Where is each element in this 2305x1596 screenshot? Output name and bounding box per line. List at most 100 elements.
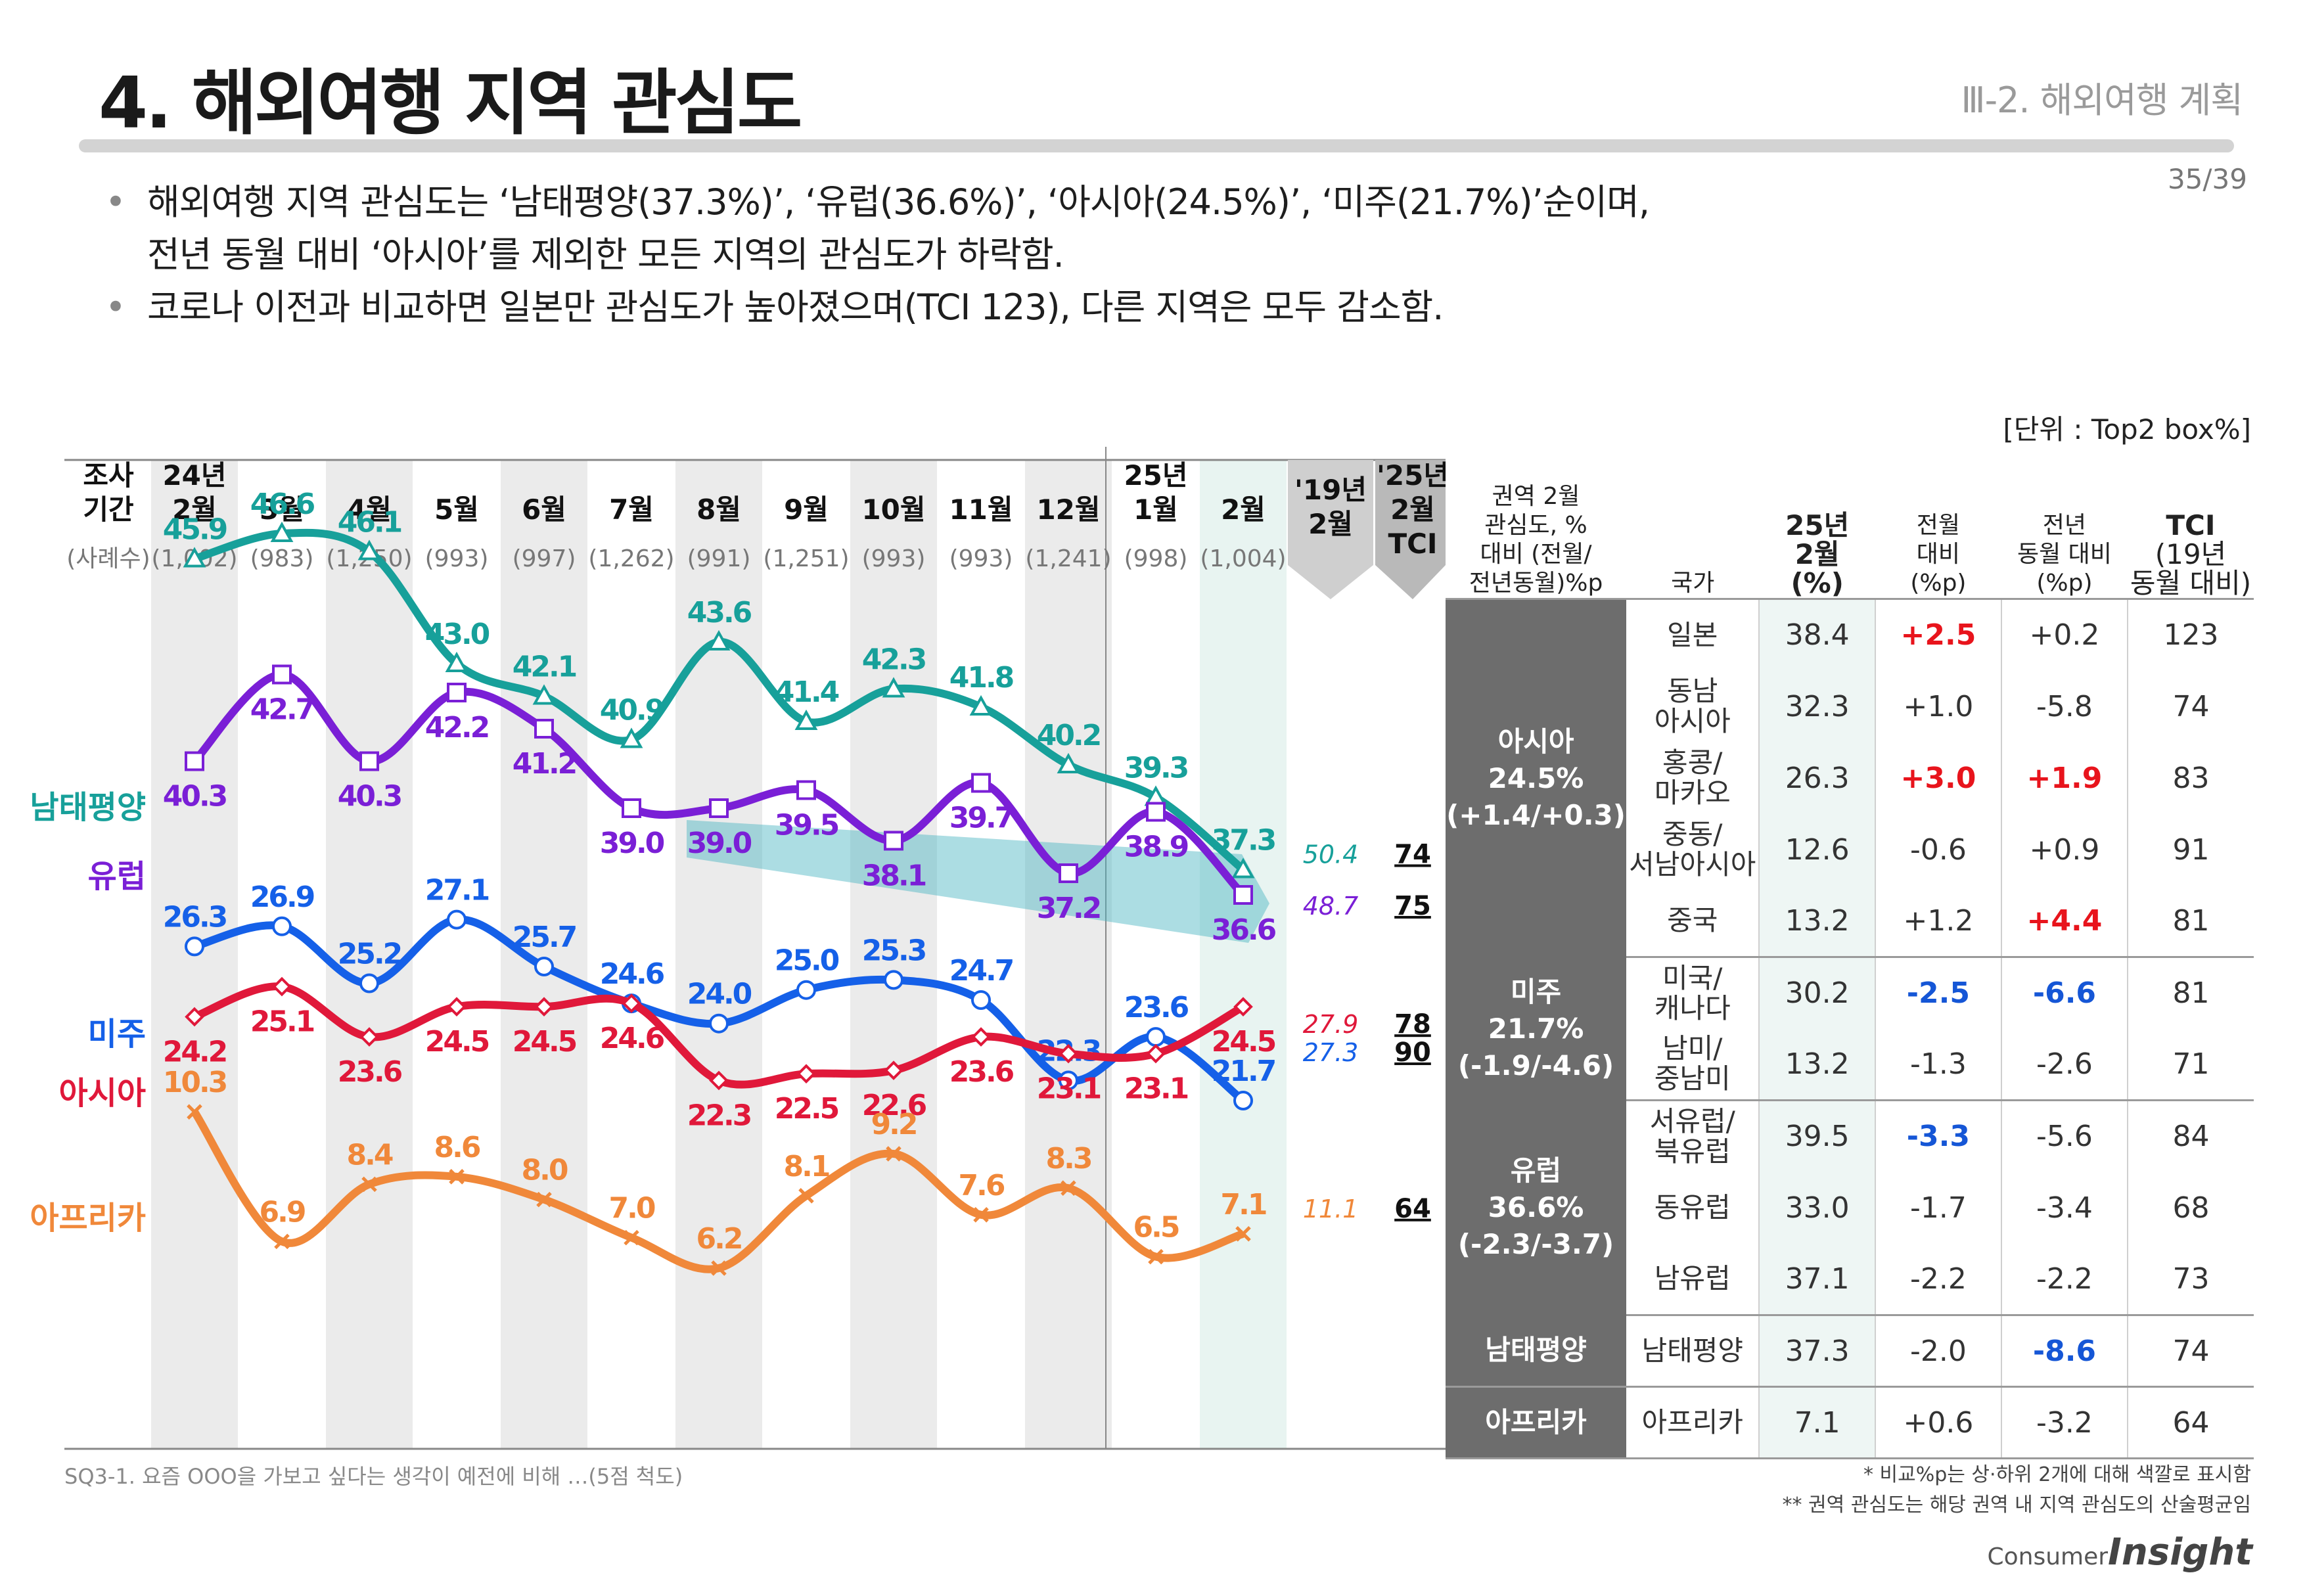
cur-value: 26.3 — [1785, 761, 1850, 795]
series-name-label: 아프리카 — [30, 1200, 146, 1237]
header-line: (%p) — [1910, 570, 1967, 597]
column-band — [850, 460, 937, 1449]
cur-cell: 33.0 — [1758, 1172, 1875, 1244]
header-tci: TCI (19년 동월 대비) — [2127, 460, 2254, 600]
header-line: 전년 — [2042, 512, 2087, 539]
sample-size: (993) — [949, 545, 1013, 572]
data-point — [886, 1146, 901, 1162]
header-line: 국가 — [1671, 570, 1715, 597]
data-label: 24.5 — [425, 1025, 489, 1059]
yoy-cell: +0.2 — [2000, 599, 2128, 671]
country-cell: 남유럽 — [1626, 1243, 1760, 1316]
country-line: 일본 — [1667, 618, 1718, 651]
data-point — [1233, 1091, 1253, 1110]
month-label: 2월 — [1221, 493, 1266, 526]
series-name-label: 미주 — [88, 1016, 146, 1053]
header-line: 동월 대비) — [2130, 567, 2252, 599]
tci-value: 64 — [1394, 1194, 1431, 1224]
data-point — [884, 831, 903, 851]
tci-value: 74 — [1394, 840, 1431, 870]
data-label: 39.0 — [600, 827, 664, 860]
series-유럽: 40.3 42.7 40.3 42.2 41.2 39.0 39.0 39.5 38.1 39.7… — [163, 664, 1431, 947]
yoy-value: -3.4 — [2036, 1191, 2093, 1225]
tci-cell: 84 — [2126, 1100, 2254, 1172]
yoy-cell: -2.6 — [2000, 1028, 2128, 1101]
data-label: 22.5 — [775, 1092, 838, 1126]
yoy-cell: +0.9 — [2000, 813, 2128, 886]
data-point — [971, 990, 991, 1010]
data-point — [1146, 1027, 1166, 1047]
data-label: 8.0 — [522, 1154, 568, 1187]
data-label: 23.6 — [949, 1055, 1014, 1089]
month-label: 6월 — [522, 493, 566, 526]
data-label: 45.9 — [163, 513, 227, 547]
data-point — [447, 683, 467, 702]
table-row: 홍콩/마카오 26.3 +3.0 +1.9 83 — [1446, 742, 2254, 814]
data-point — [185, 1007, 204, 1027]
region-text: 21.7% — [1488, 1012, 1584, 1045]
header-line: (19년 — [2155, 538, 2227, 570]
month-label: 12월 — [1036, 493, 1100, 526]
data-point — [620, 727, 643, 748]
mom-cell: -3.3 — [1874, 1100, 2001, 1172]
mom-cell: +3.0 — [1874, 742, 2001, 814]
table-row: 아프리카 아프리카 7.1 +0.6 -3.2 64 — [1446, 1386, 2254, 1459]
table-row: 남유럽 37.1 -2.2 -2.2 73 — [1446, 1243, 2254, 1316]
country-cell: 남태평양 — [1626, 1315, 1760, 1388]
tci-cell: 81 — [2126, 885, 2254, 958]
month-label: 9월 — [784, 493, 829, 526]
table-row: 남태평양 남태평양 37.3 -2.0 -8.6 74 — [1446, 1315, 2254, 1388]
data-label: 24.6 — [600, 957, 664, 991]
tci-cell: 74 — [2126, 1315, 2254, 1388]
month-label: 1월 — [1133, 493, 1178, 526]
header-line: (%p) — [2036, 570, 2093, 597]
data-label: 39.0 — [687, 827, 752, 860]
yoy-cell: +1.9 — [2000, 742, 2128, 814]
tci-value: 68 — [2172, 1191, 2210, 1225]
tci-cell: 91 — [2126, 813, 2254, 886]
sample-size: (1,251) — [763, 545, 849, 572]
data-label: 40.9 — [600, 694, 664, 727]
value-2019: 48.7 — [1303, 892, 1359, 921]
data-point — [796, 780, 816, 800]
data-point — [796, 1064, 816, 1084]
data-label: 24.0 — [687, 978, 752, 1011]
data-label: 21.7 — [1212, 1055, 1275, 1088]
data-label: 7.1 — [1221, 1188, 1266, 1221]
mom-value: -2.0 — [1909, 1334, 1967, 1368]
data-point — [622, 798, 641, 818]
country-cell: 동유럽 — [1626, 1172, 1759, 1244]
bullet-1: 해외여행 지역 관심도는 ‘남태평양(37.3%)’, ‘유럽(36.6%)’,… — [99, 176, 1650, 229]
series-아프리카: 10.3 6.9 8.4 8.6 8.0 7.0 6.2 8.1 9.2 7.6 8.3 6.5 7.1… — [163, 1066, 1431, 1276]
header-yoy: 전년 동월 대비 (%p) — [2001, 460, 2128, 600]
data-label: 8.1 — [784, 1150, 829, 1183]
cur-cell: 13.2 — [1758, 1028, 1875, 1101]
country-line: 마카오 — [1654, 777, 1731, 809]
col-2019-header-bg — [1288, 460, 1373, 599]
tci-value: 83 — [2172, 761, 2210, 795]
data-point — [794, 709, 818, 730]
period-label: 조사 — [83, 459, 134, 491]
country-cell: 동남 아시아 — [1626, 671, 1759, 742]
data-label: 37.3 — [1212, 824, 1275, 857]
table-row: 미주 21.7% (-1.9/-4.6) 미국/캐나다 30.2 -2.5 -6.6 81 — [1446, 957, 2254, 1101]
data-label: 39.3 — [1124, 752, 1188, 785]
data-label: 25.2 — [338, 938, 401, 971]
sample-label: (사례수) — [66, 545, 150, 572]
mom-value: -0.6 — [1909, 832, 1967, 867]
data-label: 46.6 — [250, 488, 315, 521]
column-band — [675, 460, 762, 1449]
summary-bullets: 해외여행 지역 관심도는 ‘남태평양(37.3%)’, ‘유럽(36.6%)’,… — [99, 176, 1650, 334]
data-label: 41.4 — [775, 675, 839, 709]
region-text: 아프리카 — [1485, 1406, 1587, 1438]
country-line: 아시아 — [1654, 705, 1731, 737]
data-label: 40.3 — [338, 780, 401, 813]
cur-value: 30.2 — [1785, 976, 1850, 1011]
table-row: 아시아 24.5% (+1.4/+0.3) 일본 38.4 +2.5 +0.2 123 — [1446, 599, 2254, 957]
sample-size: (983) — [250, 545, 314, 572]
mom-value: +3.0 — [1900, 761, 1976, 795]
yoy-cell: -8.6 — [2000, 1315, 2128, 1388]
data-label: 10.3 — [163, 1066, 227, 1099]
data-point — [1231, 857, 1255, 878]
data-label: 23.1 — [1124, 1072, 1188, 1106]
